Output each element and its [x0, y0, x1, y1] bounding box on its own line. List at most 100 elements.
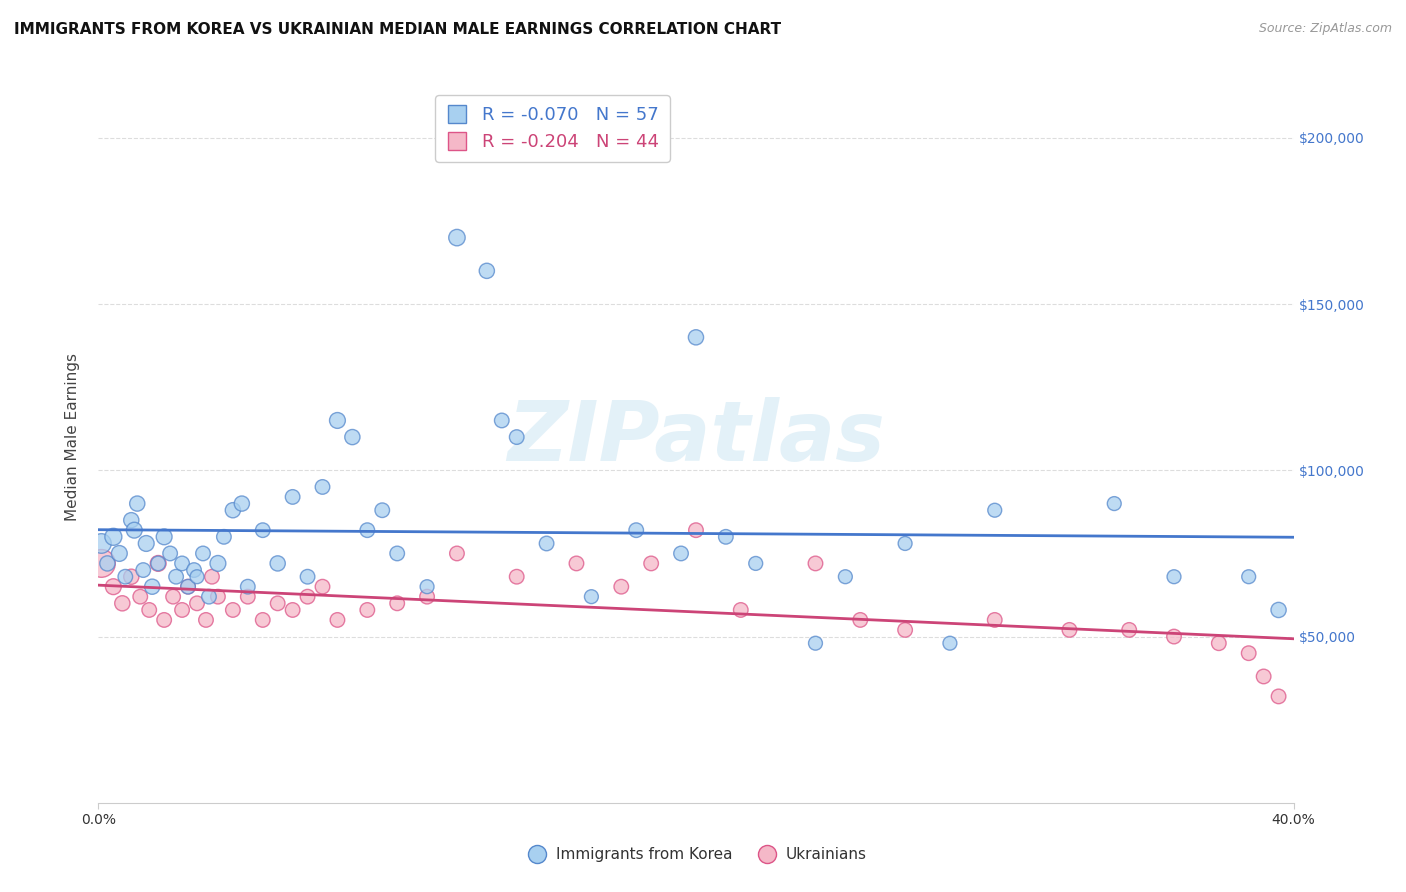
Point — [186, 596, 208, 610]
Point — [172, 557, 194, 571]
Point — [894, 536, 917, 550]
Point — [90, 536, 112, 550]
Point — [685, 330, 707, 344]
Point — [222, 503, 245, 517]
Point — [371, 503, 394, 517]
Point — [475, 264, 498, 278]
Point — [565, 557, 588, 571]
Point — [267, 596, 290, 610]
Point — [1163, 630, 1185, 644]
Point — [90, 557, 112, 571]
Point — [177, 580, 200, 594]
Point — [326, 413, 349, 427]
Point — [252, 613, 274, 627]
Point — [135, 536, 157, 550]
Point — [153, 530, 176, 544]
Point — [281, 603, 304, 617]
Point — [669, 546, 692, 560]
Point — [132, 563, 155, 577]
Point — [231, 497, 253, 511]
Text: ZIPatlas: ZIPatlas — [508, 397, 884, 477]
Point — [159, 546, 181, 560]
Point — [96, 557, 118, 571]
Point — [1237, 646, 1260, 660]
Point — [162, 590, 184, 604]
Point — [626, 523, 648, 537]
Point — [236, 580, 259, 594]
Point — [252, 523, 274, 537]
Y-axis label: Median Male Earnings: Median Male Earnings — [65, 353, 80, 521]
Point — [1267, 690, 1289, 704]
Point — [177, 580, 200, 594]
Point — [1104, 497, 1126, 511]
Point — [141, 580, 163, 594]
Point — [198, 590, 221, 604]
Point — [103, 580, 125, 594]
Point — [894, 623, 917, 637]
Point — [730, 603, 752, 617]
Point — [536, 536, 558, 550]
Point — [342, 430, 364, 444]
Point — [114, 570, 136, 584]
Point — [236, 590, 259, 604]
Point — [297, 570, 319, 584]
Point — [207, 590, 229, 604]
Point — [1253, 669, 1275, 683]
Point — [129, 590, 152, 604]
Point — [1118, 623, 1140, 637]
Point — [103, 530, 125, 544]
Point — [685, 523, 707, 537]
Point — [491, 413, 513, 427]
Point — [120, 570, 142, 584]
Point — [127, 497, 149, 511]
Point — [120, 513, 142, 527]
Point — [385, 596, 409, 610]
Point — [356, 603, 378, 617]
Point — [124, 523, 146, 537]
Point — [849, 613, 872, 627]
Point — [186, 570, 208, 584]
Point — [506, 570, 529, 584]
Text: Source: ZipAtlas.com: Source: ZipAtlas.com — [1258, 22, 1392, 36]
Point — [610, 580, 633, 594]
Point — [939, 636, 962, 650]
Point — [311, 480, 333, 494]
Point — [356, 523, 378, 537]
Point — [183, 563, 205, 577]
Point — [212, 530, 235, 544]
Point — [714, 530, 737, 544]
Point — [148, 557, 170, 571]
Point — [984, 503, 1007, 517]
Point — [191, 546, 214, 560]
Point — [267, 557, 290, 571]
Point — [1059, 623, 1081, 637]
Point — [581, 590, 603, 604]
Point — [1267, 603, 1289, 617]
Point — [222, 603, 245, 617]
Point — [506, 430, 529, 444]
Point — [111, 596, 134, 610]
Point — [416, 580, 439, 594]
Point — [207, 557, 229, 571]
Point — [984, 613, 1007, 627]
Point — [804, 636, 827, 650]
Point — [153, 613, 176, 627]
Point — [446, 230, 468, 244]
Legend: Immigrants from Korea, Ukrainians: Immigrants from Korea, Ukrainians — [519, 841, 873, 868]
Point — [446, 546, 468, 560]
Point — [1163, 570, 1185, 584]
Point — [281, 490, 304, 504]
Point — [148, 557, 170, 571]
Point — [385, 546, 409, 560]
Point — [195, 613, 218, 627]
Point — [297, 590, 319, 604]
Point — [326, 613, 349, 627]
Text: IMMIGRANTS FROM KOREA VS UKRAINIAN MEDIAN MALE EARNINGS CORRELATION CHART: IMMIGRANTS FROM KOREA VS UKRAINIAN MEDIA… — [14, 22, 782, 37]
Point — [201, 570, 224, 584]
Point — [416, 590, 439, 604]
Point — [745, 557, 768, 571]
Point — [804, 557, 827, 571]
Point — [834, 570, 856, 584]
Point — [108, 546, 131, 560]
Point — [640, 557, 662, 571]
